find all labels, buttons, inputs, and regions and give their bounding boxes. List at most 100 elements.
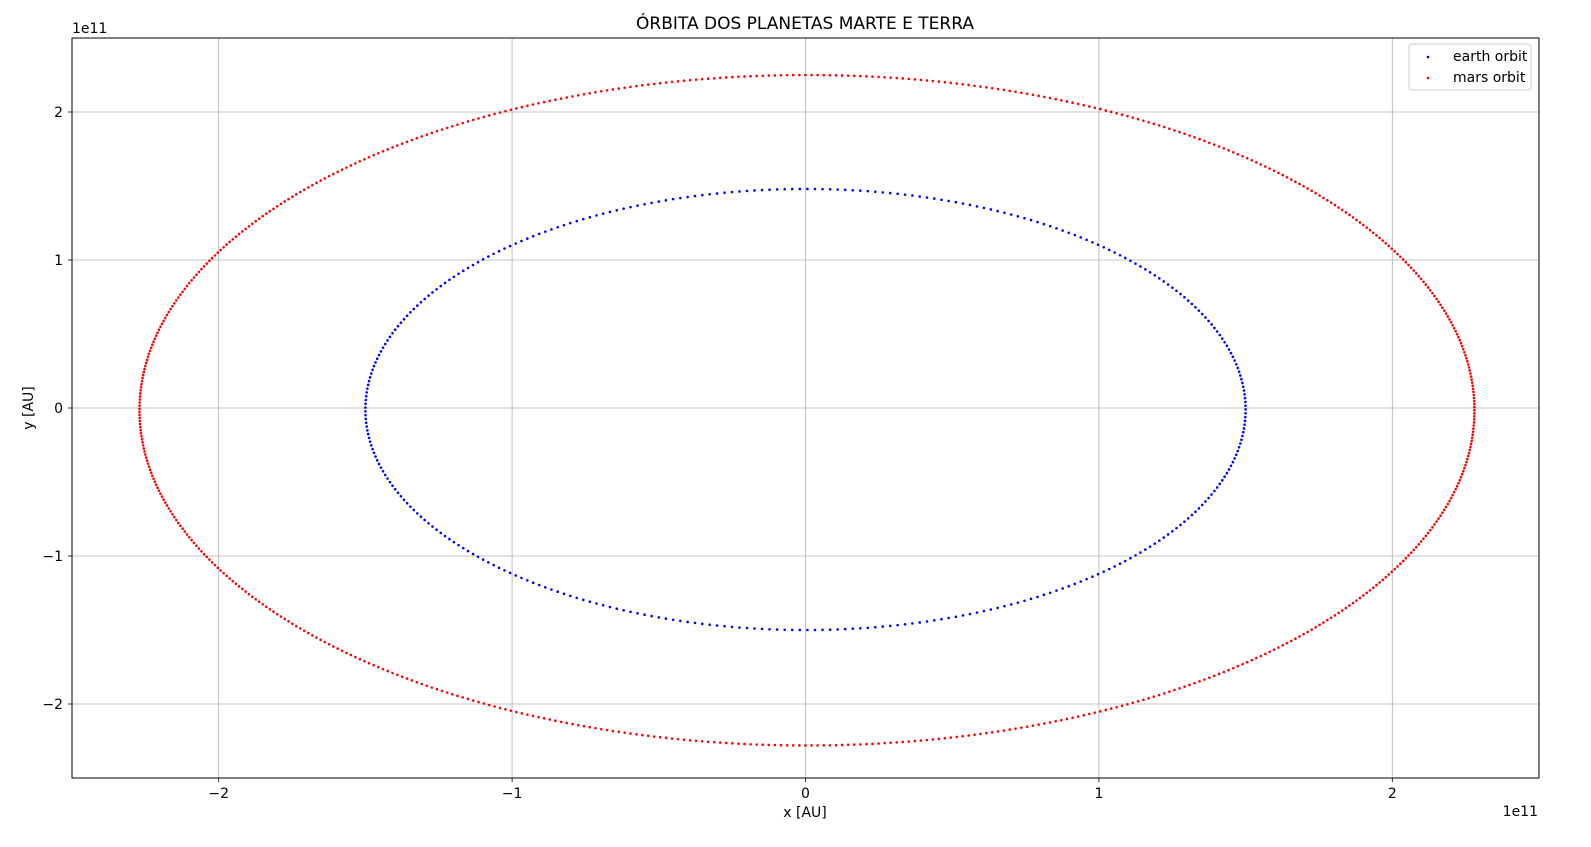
orbit-point <box>1289 178 1293 181</box>
orbit-point <box>693 621 697 625</box>
orbit-point <box>216 566 220 570</box>
orbit-point <box>858 626 862 630</box>
orbit-point <box>208 259 211 263</box>
y-tick-label: −2 <box>42 697 63 713</box>
orbit-point <box>504 707 507 711</box>
orbit-point <box>737 75 740 79</box>
orbit-point <box>1470 381 1474 384</box>
orbit-point <box>688 738 692 742</box>
orbit-point <box>439 531 443 535</box>
orbit-point <box>846 743 850 747</box>
orbit-point <box>1419 277 1423 281</box>
orbit-point <box>456 694 459 698</box>
orbit-point <box>210 561 214 564</box>
orbit-point <box>559 720 563 724</box>
orbit-point <box>412 307 416 311</box>
orbit-point <box>1168 127 1171 131</box>
orbit-point <box>445 691 449 694</box>
orbit-point <box>140 434 143 438</box>
orbit-point <box>200 550 203 553</box>
orbit-point <box>731 75 734 79</box>
orbit-point <box>888 191 892 195</box>
orbit-point <box>903 193 907 196</box>
orbit-point <box>738 190 741 193</box>
orbit-point <box>345 651 348 655</box>
orbit-point <box>1115 111 1118 115</box>
orbit-point <box>374 361 377 364</box>
orbit-point <box>676 80 680 83</box>
series-1-points <box>138 73 1476 747</box>
orbit-point <box>393 328 397 332</box>
orbit-point <box>1469 442 1473 446</box>
orbit-point <box>1186 517 1190 520</box>
orbit-point <box>1435 520 1438 523</box>
orbit-point <box>400 675 404 679</box>
orbit-point <box>785 743 789 747</box>
orbit-point <box>550 228 553 231</box>
orbit-point <box>452 275 456 279</box>
orbit-point <box>1036 220 1039 224</box>
orbit-point <box>138 404 141 407</box>
orbit-point <box>1465 357 1468 360</box>
orbit-point <box>896 192 899 196</box>
orbit-point <box>1229 464 1233 468</box>
orbit-point <box>1396 565 1399 568</box>
orbit-point <box>1452 326 1456 330</box>
orbit-point <box>582 724 586 728</box>
orbit-point <box>1472 424 1476 427</box>
orbit-point <box>372 153 375 157</box>
orbit-point <box>761 74 765 78</box>
orbit-point <box>617 87 621 90</box>
orbit-point <box>686 620 689 624</box>
orbit-point <box>961 734 965 738</box>
orbit-point <box>514 574 518 577</box>
orbit-point <box>1448 499 1451 503</box>
orbit-point <box>1424 534 1428 538</box>
orbit-point <box>712 76 716 80</box>
orbit-point <box>283 200 287 203</box>
orbit-point <box>537 715 540 719</box>
orbit-point <box>919 78 923 82</box>
orbit-point <box>1441 306 1444 309</box>
orbit-point <box>1407 554 1410 557</box>
orbit-point <box>234 235 238 238</box>
orbit-point <box>1208 676 1211 679</box>
orbit-point <box>949 736 953 739</box>
orbit-point <box>947 616 950 620</box>
orbit-point <box>940 617 943 621</box>
orbit-point <box>1120 704 1124 708</box>
orbit-point <box>139 392 142 395</box>
orbit-point <box>1203 139 1206 143</box>
orbit-point <box>369 444 373 447</box>
orbit-point <box>345 166 348 169</box>
orbit-point <box>306 631 310 635</box>
orbit-point <box>1387 244 1391 248</box>
orbit-point <box>611 729 615 733</box>
orbit-point <box>141 373 145 377</box>
orbit-point <box>440 689 444 693</box>
orbit-point <box>1310 189 1313 193</box>
orbit-point <box>1472 396 1476 400</box>
orbit-point <box>990 730 994 734</box>
orbit-point <box>1465 460 1468 464</box>
orbit-point <box>405 140 409 144</box>
orbit-point <box>737 742 740 745</box>
orbit-point <box>509 108 513 112</box>
orbit-point <box>852 74 856 78</box>
orbit-point <box>187 281 191 285</box>
orbit-point <box>1472 393 1476 397</box>
orbit-point <box>554 719 557 723</box>
orbit-point <box>840 743 844 747</box>
orbit-point <box>160 322 164 326</box>
orbit-point <box>1318 194 1321 197</box>
orbit-point <box>907 77 911 81</box>
orbit-point <box>1442 309 1446 312</box>
orbit-point <box>244 590 247 593</box>
orbit-point <box>1207 319 1210 323</box>
orbit-point <box>415 680 419 684</box>
orbit-point <box>148 468 152 471</box>
orbit-point <box>144 361 148 365</box>
orbit-point <box>173 301 176 305</box>
orbit-point <box>367 155 371 159</box>
orbit-point <box>144 456 148 459</box>
